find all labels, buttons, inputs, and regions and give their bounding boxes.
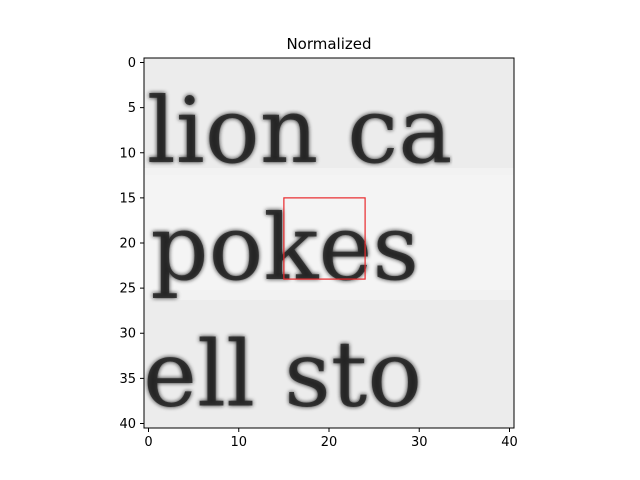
y-tick-label: 25 [119, 282, 136, 297]
x-tick-label: 20 [321, 435, 338, 450]
text-row: pokes [150, 196, 419, 301]
y-tick-label: 30 [119, 327, 136, 342]
text-row-overlay: ell sto [143, 322, 422, 427]
image-content: lion ca pokes ell sto lion ca pokes ell … [143, 58, 514, 428]
y-tick-label: 20 [119, 237, 136, 252]
x-axis: 0 10 20 30 40 [144, 428, 518, 450]
text-row-band-3 [144, 300, 514, 428]
text-row: lion ca [147, 79, 453, 184]
text-row-overlay: lion ca [147, 79, 453, 184]
y-tick-label: 0 [128, 56, 136, 71]
plot-area: lion ca pokes ell sto lion ca pokes ell … [143, 57, 515, 429]
y-tick-label: 10 [119, 146, 136, 161]
y-tick-label: 35 [119, 372, 136, 387]
text-row-band-2 [144, 175, 514, 290]
text-row: ell sto [143, 322, 422, 427]
highlight-box [283, 197, 366, 280]
text-row-overlay: pokes [150, 196, 419, 301]
x-tick-label: 40 [501, 435, 518, 450]
chart-title: Normalized [286, 35, 371, 53]
x-tick-label: 10 [230, 435, 247, 450]
x-tick-label: 30 [411, 435, 428, 450]
text-row-band-1 [144, 58, 514, 168]
y-axis: 0 5 10 15 20 25 30 35 40 [119, 56, 144, 432]
y-tick-label: 40 [119, 417, 136, 432]
y-tick-label: 15 [119, 191, 136, 206]
y-tick-label: 5 [128, 101, 136, 116]
x-tick-label: 0 [144, 435, 152, 450]
